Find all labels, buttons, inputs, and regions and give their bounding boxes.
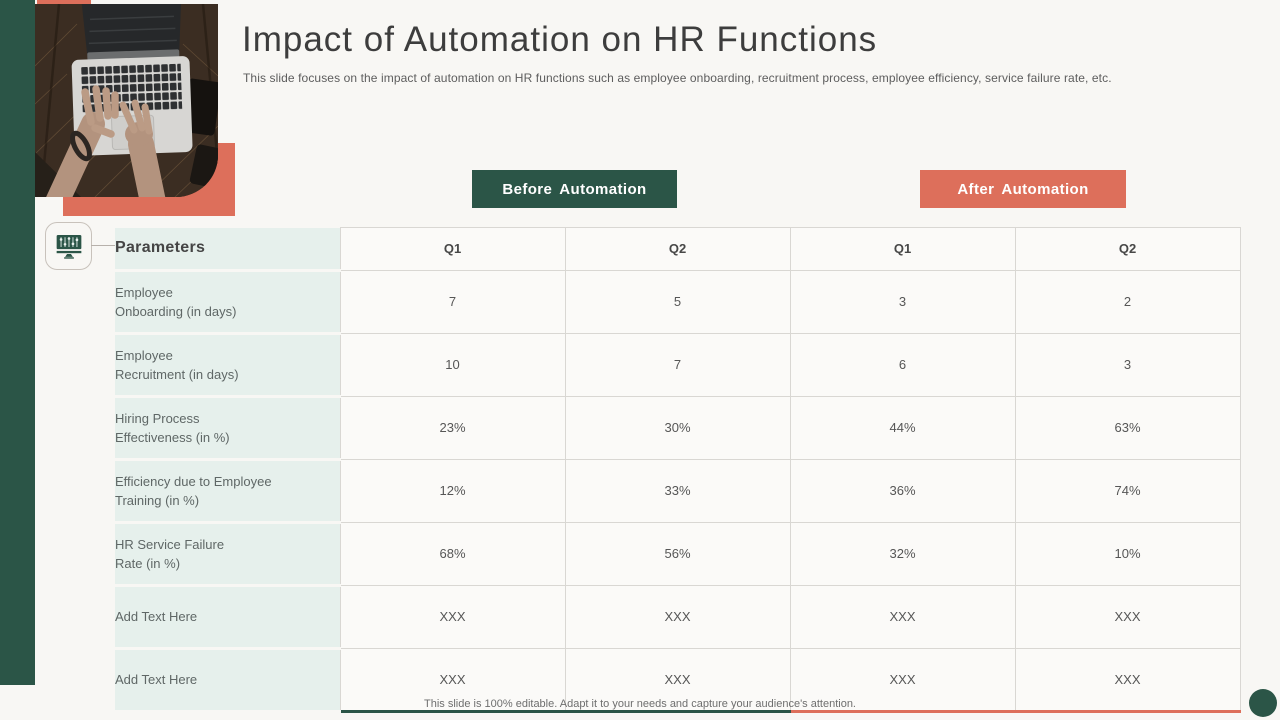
- left-accent-bar: [0, 0, 35, 685]
- param-cell: Employee Onboarding (in days): [115, 270, 340, 335]
- value-cell: 7: [564, 332, 791, 397]
- param-cell: Employee Recruitment (in days): [115, 333, 340, 398]
- value-cell: 56%: [564, 521, 791, 586]
- value-cell: 30%: [564, 395, 791, 460]
- col-header-after-q1: Q1: [789, 227, 1016, 271]
- value-cell: 6: [789, 332, 1016, 397]
- col-header-before-q2: Q2: [564, 227, 791, 271]
- value-cell: 10%: [1014, 521, 1241, 586]
- value-cell: XXX: [1014, 647, 1241, 713]
- param-cell: HR Service Failure Rate (in %): [115, 522, 340, 587]
- after-automation-button[interactable]: After Automation: [920, 170, 1126, 208]
- value-cell: 74%: [1014, 458, 1241, 523]
- laptop-typing-photo: [35, 4, 218, 197]
- col-header-before-q1: Q1: [339, 227, 566, 271]
- value-cell: 5: [564, 269, 791, 334]
- parameters-header-cell: Parameters: [115, 227, 340, 272]
- value-cell: XXX: [789, 647, 1016, 713]
- value-cell: 2: [1014, 269, 1241, 334]
- value-cell: 63%: [1014, 395, 1241, 460]
- icon-connector-line: [91, 245, 117, 246]
- value-cell: 7: [339, 269, 566, 334]
- value-cell: XXX: [339, 647, 566, 713]
- value-cell: 36%: [789, 458, 1016, 523]
- param-cell: Efficiency due to Employee Training (in …: [115, 459, 340, 524]
- table-row-recruitment: Employee Recruitment (in days) 10 7 6 3: [115, 332, 1241, 398]
- col-header-after-q2: Q2: [1014, 227, 1241, 271]
- value-cell: XXX: [564, 584, 791, 649]
- editable-note: This slide is 100% editable. Adapt it to…: [424, 698, 856, 710]
- hr-comparison-table: Parameters Q1 Q2 Q1 Q2 Employee Onboardi…: [115, 227, 1241, 713]
- value-cell: XXX: [1014, 584, 1241, 649]
- page-title: Impact of Automation on HR Functions: [242, 20, 878, 59]
- table-row-placeholder-2: Add Text Here XXX XXX XXX XXX: [115, 647, 1241, 713]
- value-cell: 68%: [339, 521, 566, 586]
- table-row-training-efficiency: Efficiency due to Employee Training (in …: [115, 458, 1241, 524]
- value-cell: 3: [789, 269, 1016, 334]
- param-cell: Hiring Process Effectiveness (in %): [115, 396, 340, 461]
- param-cell: Add Text Here: [115, 585, 340, 650]
- param-cell: Add Text Here: [115, 648, 340, 713]
- table-row-placeholder-1: Add Text Here XXX XXX XXX XXX: [115, 584, 1241, 650]
- green-circle: [1249, 689, 1277, 717]
- table-row-service-failure: HR Service Failure Rate (in %) 68% 56% 3…: [115, 521, 1241, 587]
- value-cell: 44%: [789, 395, 1016, 460]
- value-cell: XXX: [339, 584, 566, 649]
- table-row-onboarding: Employee Onboarding (in days) 7 5 3 2: [115, 269, 1241, 335]
- table-header-row: Parameters Q1 Q2 Q1 Q2: [115, 227, 1241, 272]
- laptop-photo-illustration: [35, 4, 218, 197]
- monitor-sliders-icon: [56, 234, 81, 259]
- parameters-icon-box: [45, 222, 92, 270]
- parameters-header-label: Parameters: [115, 239, 206, 256]
- before-automation-button[interactable]: Before Automation: [472, 170, 677, 208]
- value-cell: 3: [1014, 332, 1241, 397]
- value-cell: 32%: [789, 521, 1016, 586]
- table-row-hiring-effectiveness: Hiring Process Effectiveness (in %) 23% …: [115, 395, 1241, 461]
- coral-top-accent: [37, 0, 91, 6]
- value-cell: 33%: [564, 458, 791, 523]
- value-cell: XXX: [564, 647, 791, 713]
- value-cell: 10: [339, 332, 566, 397]
- value-cell: 23%: [339, 395, 566, 460]
- page-subtitle: This slide focuses on the impact of auto…: [243, 71, 1112, 85]
- value-cell: 12%: [339, 458, 566, 523]
- value-cell: XXX: [789, 584, 1016, 649]
